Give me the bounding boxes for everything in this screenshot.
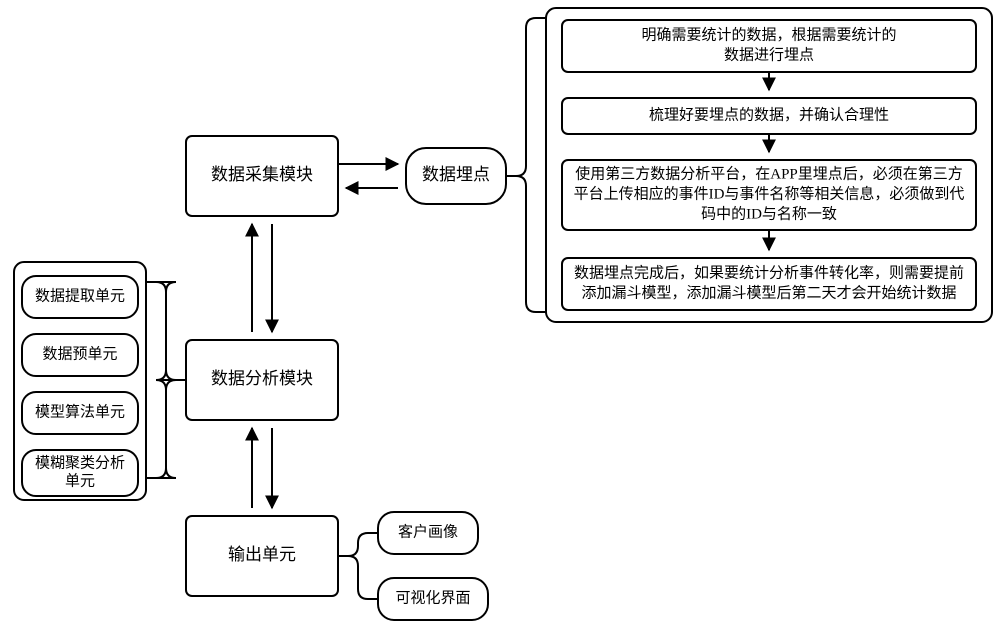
svg-text:模型算法单元: 模型算法单元 bbox=[35, 402, 125, 420]
svg-text:码中的ID与名称一致: 码中的ID与名称一致 bbox=[701, 205, 837, 222]
svg-text:使用第三方数据分析平台，在APP里埋点后，必须在第三方: 使用第三方数据分析平台，在APP里埋点后，必须在第三方 bbox=[575, 164, 963, 182]
svg-text:添加漏斗模型，添加漏斗模型后第二天才会开始统计数据: 添加漏斗模型，添加漏斗模型后第二天才会开始统计数据 bbox=[581, 283, 956, 301]
svg-text:平台上传相应的事件ID与事件名称等相关信息，必须做到代: 平台上传相应的事件ID与事件名称等相关信息，必须做到代 bbox=[574, 184, 965, 202]
svg-text:数据分析模块: 数据分析模块 bbox=[211, 369, 313, 388]
svg-text:数据采集模块: 数据采集模块 bbox=[211, 165, 313, 184]
svg-text:客户画像: 客户画像 bbox=[398, 523, 458, 540]
svg-text:明确需要统计的数据，根据需要统计的: 明确需要统计的数据，根据需要统计的 bbox=[641, 26, 896, 43]
svg-text:可视化界面: 可视化界面 bbox=[395, 589, 470, 606]
svg-text:数据埋点: 数据埋点 bbox=[422, 165, 490, 184]
svg-text:数据进行埋点: 数据进行埋点 bbox=[724, 46, 814, 63]
svg-text:数据提取单元: 数据提取单元 bbox=[35, 287, 125, 304]
svg-text:模糊聚类分析: 模糊聚类分析 bbox=[35, 454, 125, 471]
svg-text:输出单元: 输出单元 bbox=[228, 545, 296, 564]
svg-text:数据埋点完成后，如果要统计分析事件转化率，则需要提前: 数据埋点完成后，如果要统计分析事件转化率，则需要提前 bbox=[574, 264, 964, 281]
svg-text:数据预单元: 数据预单元 bbox=[42, 345, 117, 362]
svg-text:单元: 单元 bbox=[65, 472, 95, 489]
svg-text:梳理好要埋点的数据，并确认合理性: 梳理好要埋点的数据，并确认合理性 bbox=[649, 106, 889, 123]
